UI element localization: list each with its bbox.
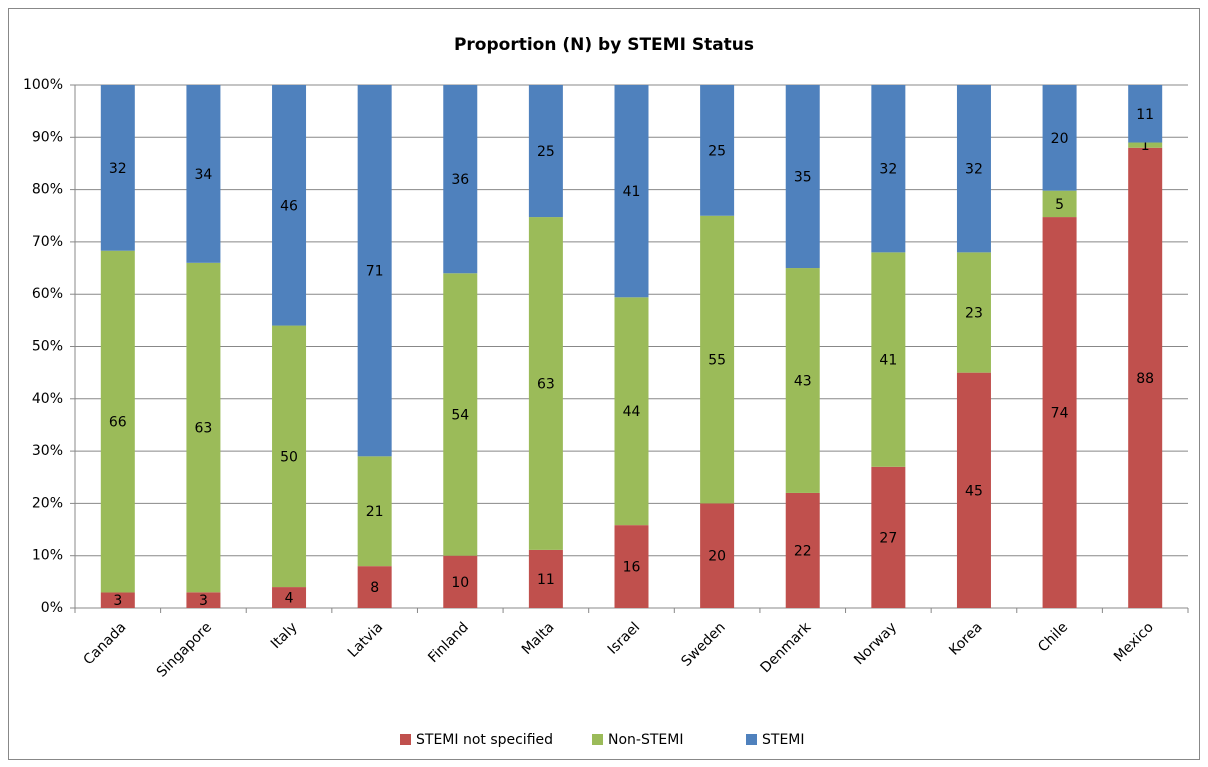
bar-segment xyxy=(186,262,221,593)
bar-segment xyxy=(785,268,820,493)
bar-segment xyxy=(614,525,649,608)
data-label: 63 xyxy=(195,421,213,437)
bar-segment xyxy=(871,85,906,253)
data-label: 88 xyxy=(1136,371,1154,387)
data-label: 35 xyxy=(794,170,812,186)
bar-segment xyxy=(357,566,392,608)
y-tick-label: 10% xyxy=(32,548,63,564)
bar-segment xyxy=(956,252,991,373)
data-label: 25 xyxy=(708,143,726,159)
bar-segment xyxy=(700,215,735,504)
y-tick-label: 60% xyxy=(32,286,63,302)
legend-label: STEMI not specified xyxy=(416,732,553,748)
data-label: 50 xyxy=(280,449,298,465)
bar-segment xyxy=(186,85,221,263)
bar-segment xyxy=(186,592,221,608)
bar-segment xyxy=(528,549,563,608)
bar-segment xyxy=(614,85,649,298)
data-label: 32 xyxy=(109,161,127,177)
data-label: 21 xyxy=(366,504,384,520)
legend-swatch xyxy=(592,734,603,745)
data-label: 1 xyxy=(1141,138,1150,154)
bar-segment xyxy=(443,273,478,556)
y-tick-label: 30% xyxy=(32,443,63,459)
data-label: 44 xyxy=(623,404,641,420)
data-label: 23 xyxy=(965,306,983,322)
bar-segment xyxy=(357,85,392,457)
y-tick-label: 90% xyxy=(32,129,63,145)
bar-segment xyxy=(528,85,563,218)
y-tick-label: 70% xyxy=(32,234,63,250)
data-label: 20 xyxy=(1051,131,1069,147)
data-label: 74 xyxy=(1051,406,1069,422)
data-label: 45 xyxy=(965,483,983,499)
data-label: 25 xyxy=(537,144,555,160)
data-label: 16 xyxy=(623,560,641,576)
y-tick-label: 80% xyxy=(32,182,63,198)
bar-segment xyxy=(100,250,135,593)
bar-segment xyxy=(528,217,563,550)
bar-segment xyxy=(614,297,649,526)
bar-segment xyxy=(785,492,820,608)
data-label: 55 xyxy=(708,353,726,369)
data-label: 43 xyxy=(794,373,812,389)
y-tick-label: 100% xyxy=(23,77,63,93)
y-tick-label: 40% xyxy=(32,391,63,407)
data-label: 20 xyxy=(708,549,726,565)
legend-swatch xyxy=(746,734,757,745)
bar-segment xyxy=(100,592,135,608)
bar-segment xyxy=(272,325,307,588)
data-label: 10 xyxy=(451,575,469,591)
bar-segment xyxy=(1042,190,1077,218)
data-label: 32 xyxy=(879,162,897,178)
data-label: 34 xyxy=(195,167,213,183)
bar-segment xyxy=(871,252,906,467)
bar-segment xyxy=(1128,85,1163,143)
bar-segment xyxy=(871,466,906,608)
bar-segment xyxy=(272,587,307,608)
data-label: 4 xyxy=(285,591,294,607)
bar-segment xyxy=(100,85,135,251)
data-label: 71 xyxy=(366,264,384,280)
bar-segment xyxy=(1128,142,1163,148)
data-label: 5 xyxy=(1055,197,1064,213)
y-tick-label: 50% xyxy=(32,339,63,355)
bar-segment xyxy=(272,85,307,326)
bar-segment xyxy=(1128,147,1163,608)
data-label: 22 xyxy=(794,543,812,559)
bar-segment xyxy=(1042,85,1077,191)
data-label: 36 xyxy=(451,172,469,188)
bar-segment xyxy=(357,456,392,567)
chart-title: Proportion (N) by STEMI Status xyxy=(454,35,754,55)
legend-label: STEMI xyxy=(762,732,805,748)
data-label: 27 xyxy=(879,530,897,546)
data-label: 41 xyxy=(623,184,641,200)
data-label: 63 xyxy=(537,376,555,392)
data-label: 11 xyxy=(1136,107,1154,123)
data-label: 46 xyxy=(280,198,298,214)
bar-segment xyxy=(1042,217,1077,608)
data-label: 3 xyxy=(113,593,122,609)
y-tick-label: 20% xyxy=(32,495,63,511)
data-label: 54 xyxy=(451,407,469,423)
bar-segment xyxy=(956,85,991,253)
bar-segment xyxy=(443,85,478,274)
data-label: 66 xyxy=(109,415,127,431)
y-tick-label: 0% xyxy=(41,600,63,616)
data-label: 3 xyxy=(199,593,208,609)
bar-segment xyxy=(785,85,820,269)
data-label: 11 xyxy=(537,572,555,588)
data-label: 41 xyxy=(879,353,897,369)
bar-segment xyxy=(443,555,478,608)
bar-segment xyxy=(700,85,735,216)
bar-segment xyxy=(956,372,991,608)
bar-segment xyxy=(700,503,735,608)
data-label: 32 xyxy=(965,162,983,178)
legend-label: Non-STEMI xyxy=(608,732,683,748)
data-label: 8 xyxy=(370,580,379,596)
legend-swatch xyxy=(400,734,411,745)
